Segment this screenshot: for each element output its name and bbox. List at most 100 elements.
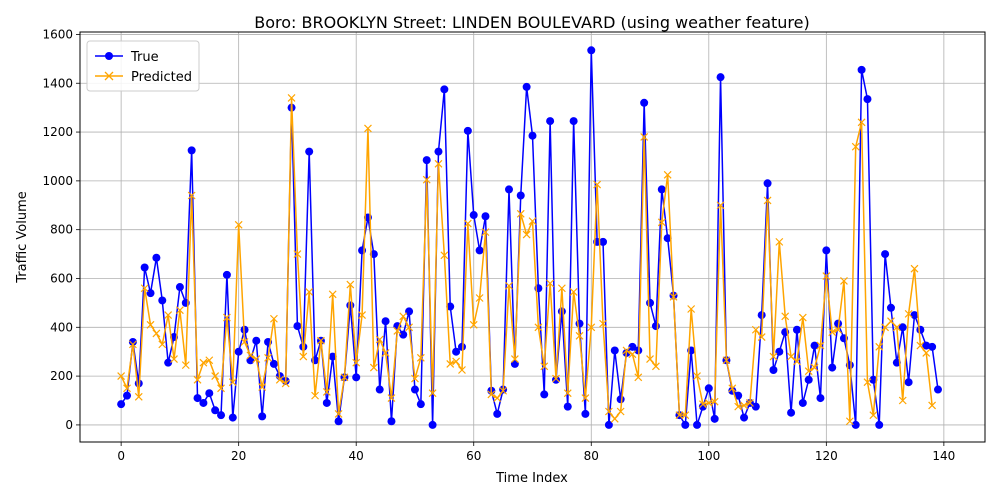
data-point-true: [657, 185, 666, 194]
data-point-predicted: [892, 323, 901, 332]
data-point-true: [234, 347, 243, 356]
data-point-predicted: [299, 352, 308, 361]
data-point-true: [252, 336, 261, 345]
data-point-true: [569, 117, 578, 126]
data-point-true: [910, 311, 919, 320]
legend-predicted-label: Predicted: [131, 70, 192, 85]
data-point-true: [164, 358, 173, 367]
data-point-true: [646, 298, 655, 307]
data-point-predicted: [487, 390, 496, 399]
data-point-predicted: [328, 290, 337, 299]
data-point-predicted: [857, 118, 866, 127]
data-point-predicted: [710, 397, 719, 406]
data-point-predicted: [628, 350, 637, 359]
series-predicted: [117, 93, 937, 426]
data-point-true: [857, 65, 866, 74]
data-point-predicted: [240, 338, 249, 346]
data-point-predicted: [434, 159, 443, 168]
data-point-predicted: [317, 336, 325, 345]
data-point-predicted: [522, 230, 531, 239]
data-point-true: [798, 398, 807, 407]
data-point-predicted: [311, 391, 319, 400]
plot-area: [80, 32, 985, 442]
data-point-true: [540, 390, 549, 399]
data-point-predicted: [375, 335, 384, 344]
x-tick-label: 40: [349, 449, 364, 463]
data-point-true: [933, 385, 942, 394]
x-tick-label: 20: [231, 449, 246, 463]
data-point-predicted: [217, 384, 225, 393]
data-point-predicted: [352, 358, 361, 367]
data-point-true: [734, 391, 743, 400]
data-point-true: [581, 409, 590, 418]
data-point-true: [599, 237, 608, 246]
data-point-true: [651, 322, 660, 331]
data-point-true: [828, 363, 837, 372]
data-point-true: [557, 307, 566, 316]
data-point-predicted: [704, 399, 713, 407]
data-point-true: [428, 420, 437, 429]
data-point-predicted: [475, 294, 484, 302]
data-point-predicted: [175, 306, 184, 315]
data-point-true: [851, 420, 860, 429]
data-point-predicted: [634, 373, 643, 382]
data-point-true: [410, 385, 419, 394]
data-point-predicted: [546, 279, 555, 288]
data-point-true: [222, 270, 231, 279]
data-point-true: [199, 398, 208, 407]
data-point-predicted: [540, 362, 549, 371]
data-point-true: [387, 417, 396, 426]
x-tick-label: 60: [466, 449, 481, 463]
data-point-true: [663, 234, 672, 243]
data-point-predicted: [640, 133, 649, 141]
data-point-predicted: [622, 346, 631, 355]
data-point-true: [869, 375, 878, 384]
data-point-true: [117, 400, 126, 409]
x-tick-label: 80: [584, 449, 599, 463]
data-point-true: [863, 95, 872, 104]
data-point-true: [716, 73, 725, 82]
data-point-predicted: [152, 329, 161, 338]
data-point-predicted: [205, 356, 214, 365]
data-point-predicted: [281, 379, 290, 388]
legend-true-marker: [105, 52, 113, 60]
data-point-predicted: [928, 401, 937, 410]
data-point-predicted: [270, 314, 278, 323]
data-point-predicted: [428, 389, 437, 398]
data-point-predicted: [922, 348, 931, 357]
data-point-true: [381, 317, 390, 326]
data-point-predicted: [587, 323, 596, 332]
data-point-true: [881, 250, 890, 259]
data-point-predicted: [775, 237, 784, 246]
data-point-predicted: [557, 284, 566, 293]
y-tick-label: 0: [65, 418, 73, 432]
data-point-predicted: [681, 411, 690, 420]
data-point-true: [546, 117, 555, 126]
data-point-predicted: [505, 281, 513, 290]
data-point-predicted: [346, 280, 355, 289]
data-point-true: [493, 409, 502, 418]
data-point-predicted: [804, 367, 813, 376]
data-point-true: [552, 375, 561, 384]
data-point-true: [211, 406, 220, 415]
data-point-true: [146, 289, 155, 298]
plot-frame: [79, 31, 986, 443]
data-point-true: [322, 398, 331, 407]
data-point-true: [446, 302, 455, 311]
data-point-true: [510, 359, 519, 368]
data-point-predicted: [904, 309, 913, 318]
data-point-predicted: [117, 372, 126, 381]
legend-predicted-marker: [104, 71, 114, 81]
data-point-predicted: [810, 363, 819, 372]
chart-title: Boro: BROOKLYN Street: LINDEN BOULEVARD …: [254, 13, 809, 32]
data-point-true: [757, 311, 766, 320]
data-point-true: [804, 375, 813, 384]
data-point-true: [886, 303, 895, 312]
x-axis-label: Time Index: [495, 471, 568, 486]
data-point-true: [751, 402, 760, 411]
data-point-true: [604, 420, 613, 429]
data-point-predicted: [463, 219, 472, 228]
data-point-true: [328, 352, 337, 361]
data-point-predicted: [851, 142, 860, 151]
